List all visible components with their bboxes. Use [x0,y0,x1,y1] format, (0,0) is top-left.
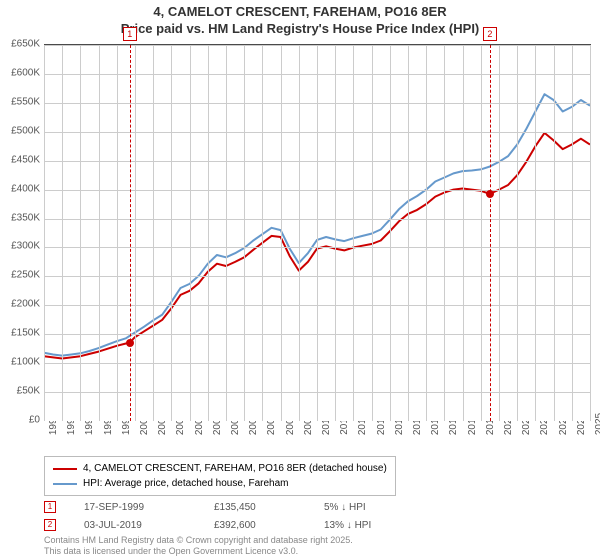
transaction-marker-dot [126,339,134,347]
sales-diff-2: 13% ↓ HPI [324,520,434,531]
legend-row-2: HPI: Average price, detached house, Fare… [53,476,387,491]
sales-diff-1: 5% ↓ HPI [324,502,434,513]
y-tick-label: £650K [0,39,40,50]
gridline-v [117,45,118,421]
transaction-marker-line [490,45,491,421]
gridline-v [317,45,318,421]
footer-line-1: Contains HM Land Registry data © Crown c… [44,535,353,546]
y-tick-label: £250K [0,270,40,281]
gridline-v [226,45,227,421]
gridline-v [135,45,136,421]
footer-line-2: This data is licensed under the Open Gov… [44,546,353,557]
legend: 4, CAMELOT CRESCENT, FAREHAM, PO16 8ER (… [44,456,396,496]
legend-label-1: 4, CAMELOT CRESCENT, FAREHAM, PO16 8ER (… [83,461,387,476]
title-block: 4, CAMELOT CRESCENT, FAREHAM, PO16 8ER P… [0,0,600,38]
sales-date-2: 03-JUL-2019 [84,520,214,531]
gridline-v [408,45,409,421]
chart-container: 4, CAMELOT CRESCENT, FAREHAM, PO16 8ER P… [0,0,600,560]
y-tick-label: £200K [0,299,40,310]
transaction-marker-line [130,45,131,421]
gridline-v [517,45,518,421]
y-tick-label: £150K [0,328,40,339]
title-line-2: Price paid vs. HM Land Registry's House … [0,21,600,38]
y-tick-label: £450K [0,154,40,165]
transaction-marker-box: 2 [483,27,497,41]
plot-area: 12 [44,44,591,421]
gridline-v [153,45,154,421]
sales-marker-1: 1 [44,501,56,513]
gridline-v [244,45,245,421]
gridline-v [44,45,45,421]
gridline-v [281,45,282,421]
y-tick-label: £0 [0,415,40,426]
gridline-v [372,45,373,421]
y-tick-label: £600K [0,67,40,78]
y-tick-label: £550K [0,96,40,107]
gridline-v [353,45,354,421]
gridline-v [572,45,573,421]
gridline-v [80,45,81,421]
y-tick-label: £100K [0,357,40,368]
gridline-v [481,45,482,421]
sales-price-1: £135,450 [214,502,324,513]
sales-row-2: 2 03-JUL-2019 £392,600 13% ↓ HPI [44,516,434,534]
gridline-v [535,45,536,421]
gridline-v [590,45,591,421]
y-tick-label: £300K [0,241,40,252]
gridline-v [99,45,100,421]
legend-swatch-2 [53,483,77,485]
gridline-v [499,45,500,421]
sales-row-1: 1 17-SEP-1999 £135,450 5% ↓ HPI [44,498,434,516]
transaction-marker-box: 1 [123,27,137,41]
gridline-v [208,45,209,421]
y-tick-label: £50K [0,386,40,397]
y-tick-label: £400K [0,183,40,194]
sales-price-2: £392,600 [214,520,324,531]
sales-table: 1 17-SEP-1999 £135,450 5% ↓ HPI 2 03-JUL… [44,498,434,534]
gridline-v [62,45,63,421]
gridline-v [426,45,427,421]
gridline-v [554,45,555,421]
transaction-marker-dot [486,190,494,198]
gridline-v [299,45,300,421]
gridline-v [444,45,445,421]
gridline-v [171,45,172,421]
footer: Contains HM Land Registry data © Crown c… [44,535,353,557]
gridline-v [463,45,464,421]
y-tick-label: £350K [0,212,40,223]
sales-date-1: 17-SEP-1999 [84,502,214,513]
x-tick-label: 2025 [594,413,600,435]
sales-marker-2: 2 [44,519,56,531]
gridline-v [390,45,391,421]
y-tick-label: £500K [0,125,40,136]
gridline-v [262,45,263,421]
gridline-v [335,45,336,421]
legend-row-1: 4, CAMELOT CRESCENT, FAREHAM, PO16 8ER (… [53,461,387,476]
title-line-1: 4, CAMELOT CRESCENT, FAREHAM, PO16 8ER [0,4,600,21]
legend-label-2: HPI: Average price, detached house, Fare… [83,476,289,491]
legend-swatch-1 [53,468,77,470]
gridline-v [190,45,191,421]
